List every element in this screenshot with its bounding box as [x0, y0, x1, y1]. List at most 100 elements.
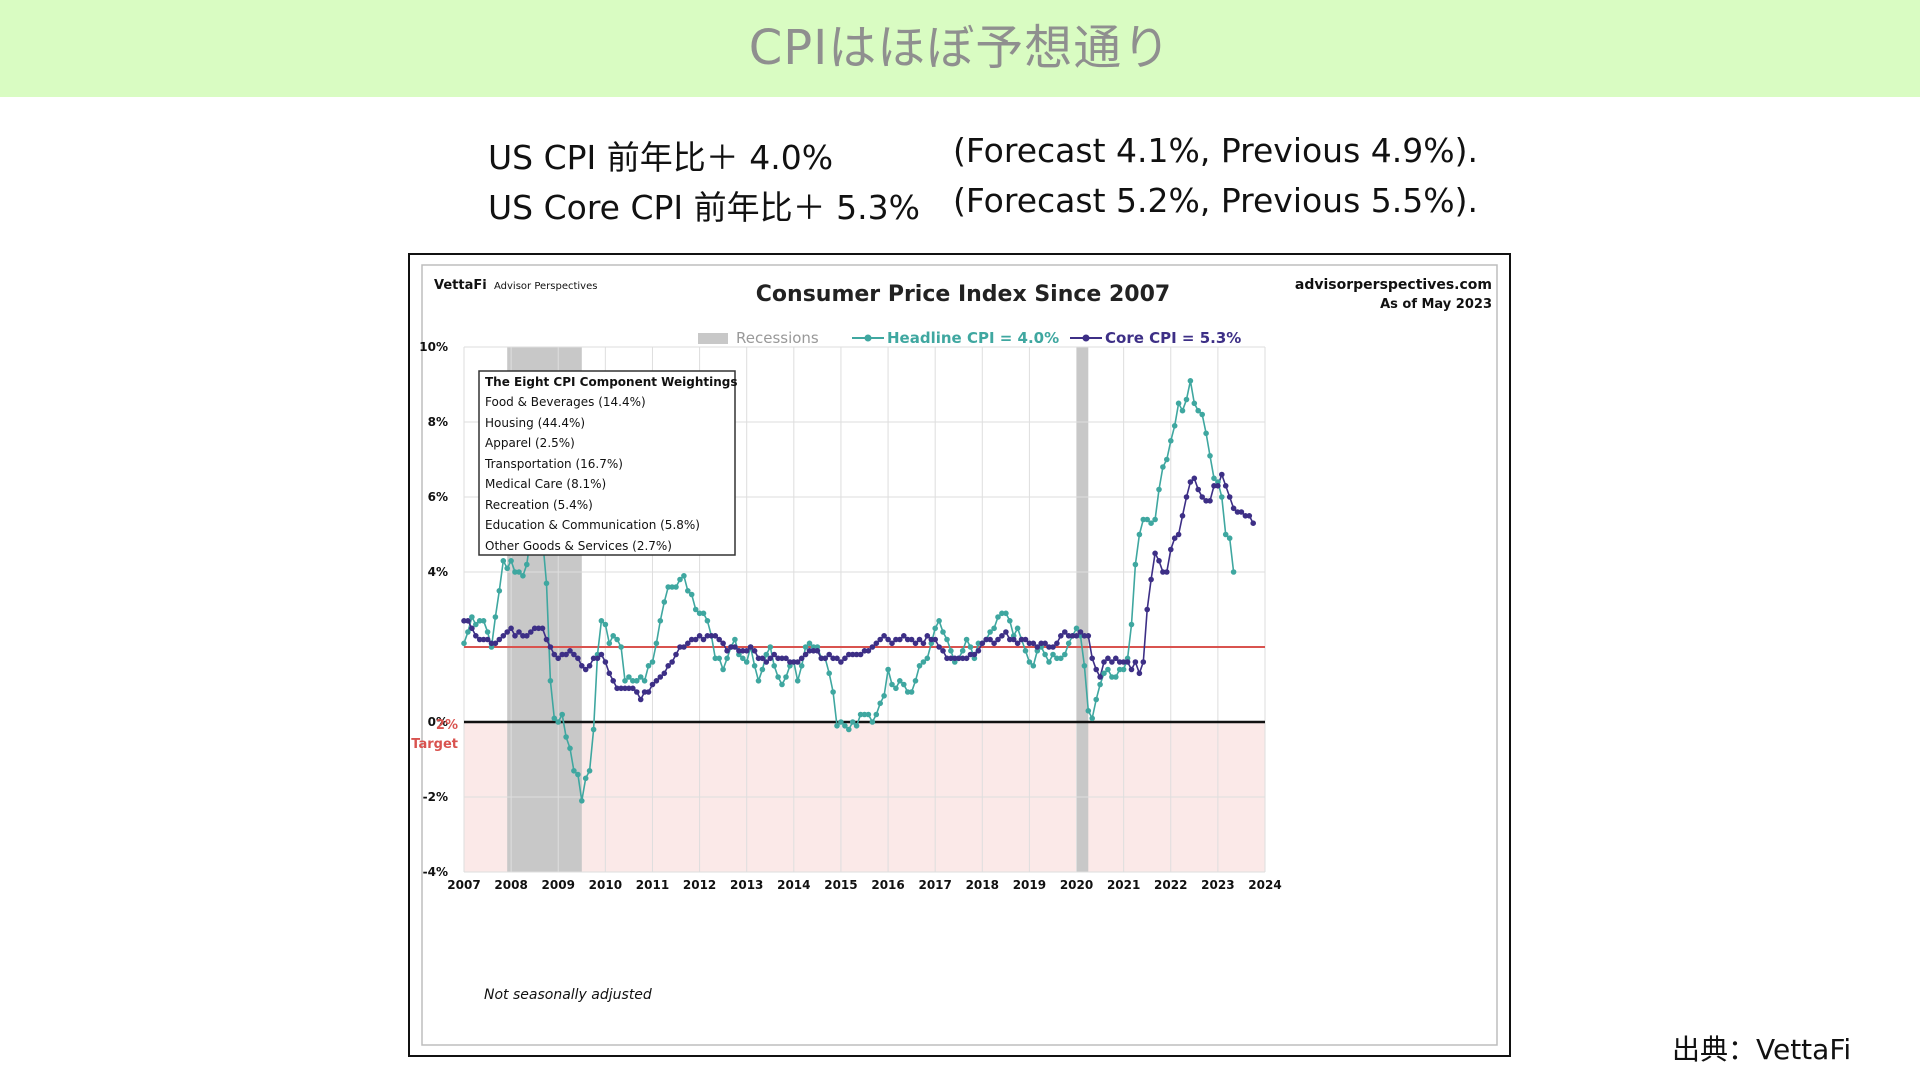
x-tick-label: 2017: [918, 878, 951, 892]
core-cpi-point: [920, 640, 927, 647]
headline-cpi-point: [649, 659, 656, 665]
weights-item: Apparel (2.5%): [485, 436, 575, 450]
headline-cpi-point: [967, 644, 974, 650]
core-cpi-point: [1175, 531, 1182, 538]
y-tick-label: 4%: [428, 565, 448, 579]
x-tick-label: 2024: [1248, 878, 1281, 892]
core-cpi-point: [1199, 494, 1205, 500]
core-cpi-point: [897, 636, 903, 643]
headline-cpi-point: [916, 663, 923, 669]
core-cpi-point: [539, 625, 546, 632]
headline-cpi-point: [602, 621, 609, 628]
headline-cpi-point: [1152, 516, 1158, 523]
headline-cpi-point: [669, 584, 675, 590]
core-cpi-point: [555, 655, 561, 662]
headline-cpi-point: [579, 798, 585, 804]
core-cpi-point: [802, 651, 809, 658]
us-core-cpi-stat: US Core CPI 前年比＋ 5.3%: [488, 188, 920, 227]
core-cpi-point: [571, 651, 577, 658]
core-cpi-point: [630, 685, 636, 692]
core-cpi-point: [1093, 666, 1099, 673]
core-cpi-point: [775, 655, 781, 662]
headline-cpi-point: [873, 711, 880, 718]
x-tick-label: 2013: [730, 878, 763, 892]
core-cpi-point: [1148, 576, 1154, 583]
x-tick-label: 2014: [777, 878, 810, 892]
core-cpi-point: [712, 633, 719, 639]
core-cpi-point: [488, 640, 495, 647]
headline-cpi-point: [1054, 655, 1060, 662]
core-cpi-point: [853, 651, 860, 658]
core-cpi-point: [814, 648, 821, 654]
x-tick-label: 2018: [966, 878, 999, 892]
core-cpi-point: [1007, 636, 1013, 643]
headline-cpi-point: [1230, 569, 1237, 575]
weights-item: Transportation (16.7%): [484, 457, 623, 471]
headline-cpi-point: [716, 655, 722, 662]
headline-cpi-point: [1058, 655, 1064, 662]
headline-cpi-point: [908, 689, 915, 695]
core-cpi-point: [936, 644, 942, 650]
headline-cpi-point: [465, 629, 471, 635]
weights-item: Housing (44.4%): [485, 416, 585, 430]
x-tick-label: 2020: [1060, 878, 1093, 892]
headline-cpi-point: [944, 636, 950, 643]
core-cpi-point: [751, 648, 758, 654]
headline-cpi-point: [1203, 430, 1209, 437]
core-cpi-point: [1183, 494, 1190, 500]
weights-item: Recreation (5.4%): [485, 498, 593, 512]
headline-cpi-point: [1046, 659, 1052, 665]
headline-cpi-point: [889, 681, 895, 688]
headline-cpi-point: [582, 775, 589, 782]
core-cpi-point: [465, 618, 471, 624]
core-cpi-point: [677, 644, 683, 650]
core-cpi-point: [838, 659, 844, 665]
headline-cpi-point: [559, 711, 565, 718]
headline-cpi-point: [555, 719, 561, 725]
core-cpi-point: [1022, 636, 1029, 643]
core-cpi-point: [461, 618, 467, 624]
core-cpi-point: [1171, 535, 1178, 541]
core-cpi-point: [1010, 636, 1017, 643]
headline-cpi-point: [885, 666, 891, 673]
chart-inner-frame: [421, 264, 1498, 1046]
y-tick-label: -2%: [423, 790, 448, 804]
core-cpi-point: [806, 648, 813, 654]
headline-cpi-point: [991, 625, 997, 632]
headline-cpi-point: [618, 644, 624, 650]
headline-cpi-point: [551, 715, 558, 722]
chart-title: Consumer Price Index Since 2007: [756, 282, 1170, 307]
core-cpi-point: [1152, 550, 1158, 557]
headline-cpi-point: [893, 685, 899, 692]
headline-cpi-point: [512, 569, 518, 575]
y-tick-label: 6%: [428, 490, 448, 504]
headline-cpi-point: [492, 614, 499, 620]
core-cpi-point: [893, 636, 899, 643]
core-cpi-point: [653, 678, 660, 684]
headline-cpi-point: [802, 644, 809, 650]
headline-cpi-point: [1171, 423, 1178, 429]
core-cpi-point: [720, 640, 726, 647]
headline-cpi-point: [1089, 715, 1095, 722]
headline-cpi-point: [743, 659, 750, 665]
headline-cpi-point: [688, 591, 695, 598]
headline-cpi-point: [1132, 561, 1139, 568]
headline-cpi-point: [645, 663, 652, 669]
headline-cpi-point: [1003, 610, 1009, 617]
core-cpi-point: [598, 651, 605, 658]
core-cpi-point: [1211, 483, 1217, 489]
core-cpi-point: [685, 640, 691, 647]
core-cpi-point: [1026, 640, 1033, 647]
core-cpi-point: [1156, 558, 1162, 564]
headline-cpi-point: [634, 678, 640, 684]
core-cpi-point: [1187, 479, 1194, 485]
core-cpi-point: [1089, 655, 1095, 662]
core-cpi-point: [692, 636, 699, 643]
core-cpi-point: [586, 663, 593, 669]
headline-cpi-point: [520, 573, 526, 579]
core-cpi-point: [1018, 636, 1025, 643]
core-cpi-point: [520, 633, 526, 639]
headline-cpi-point: [665, 584, 671, 590]
core-cpi-point: [912, 640, 919, 647]
headline-cpi-point: [1168, 438, 1174, 444]
